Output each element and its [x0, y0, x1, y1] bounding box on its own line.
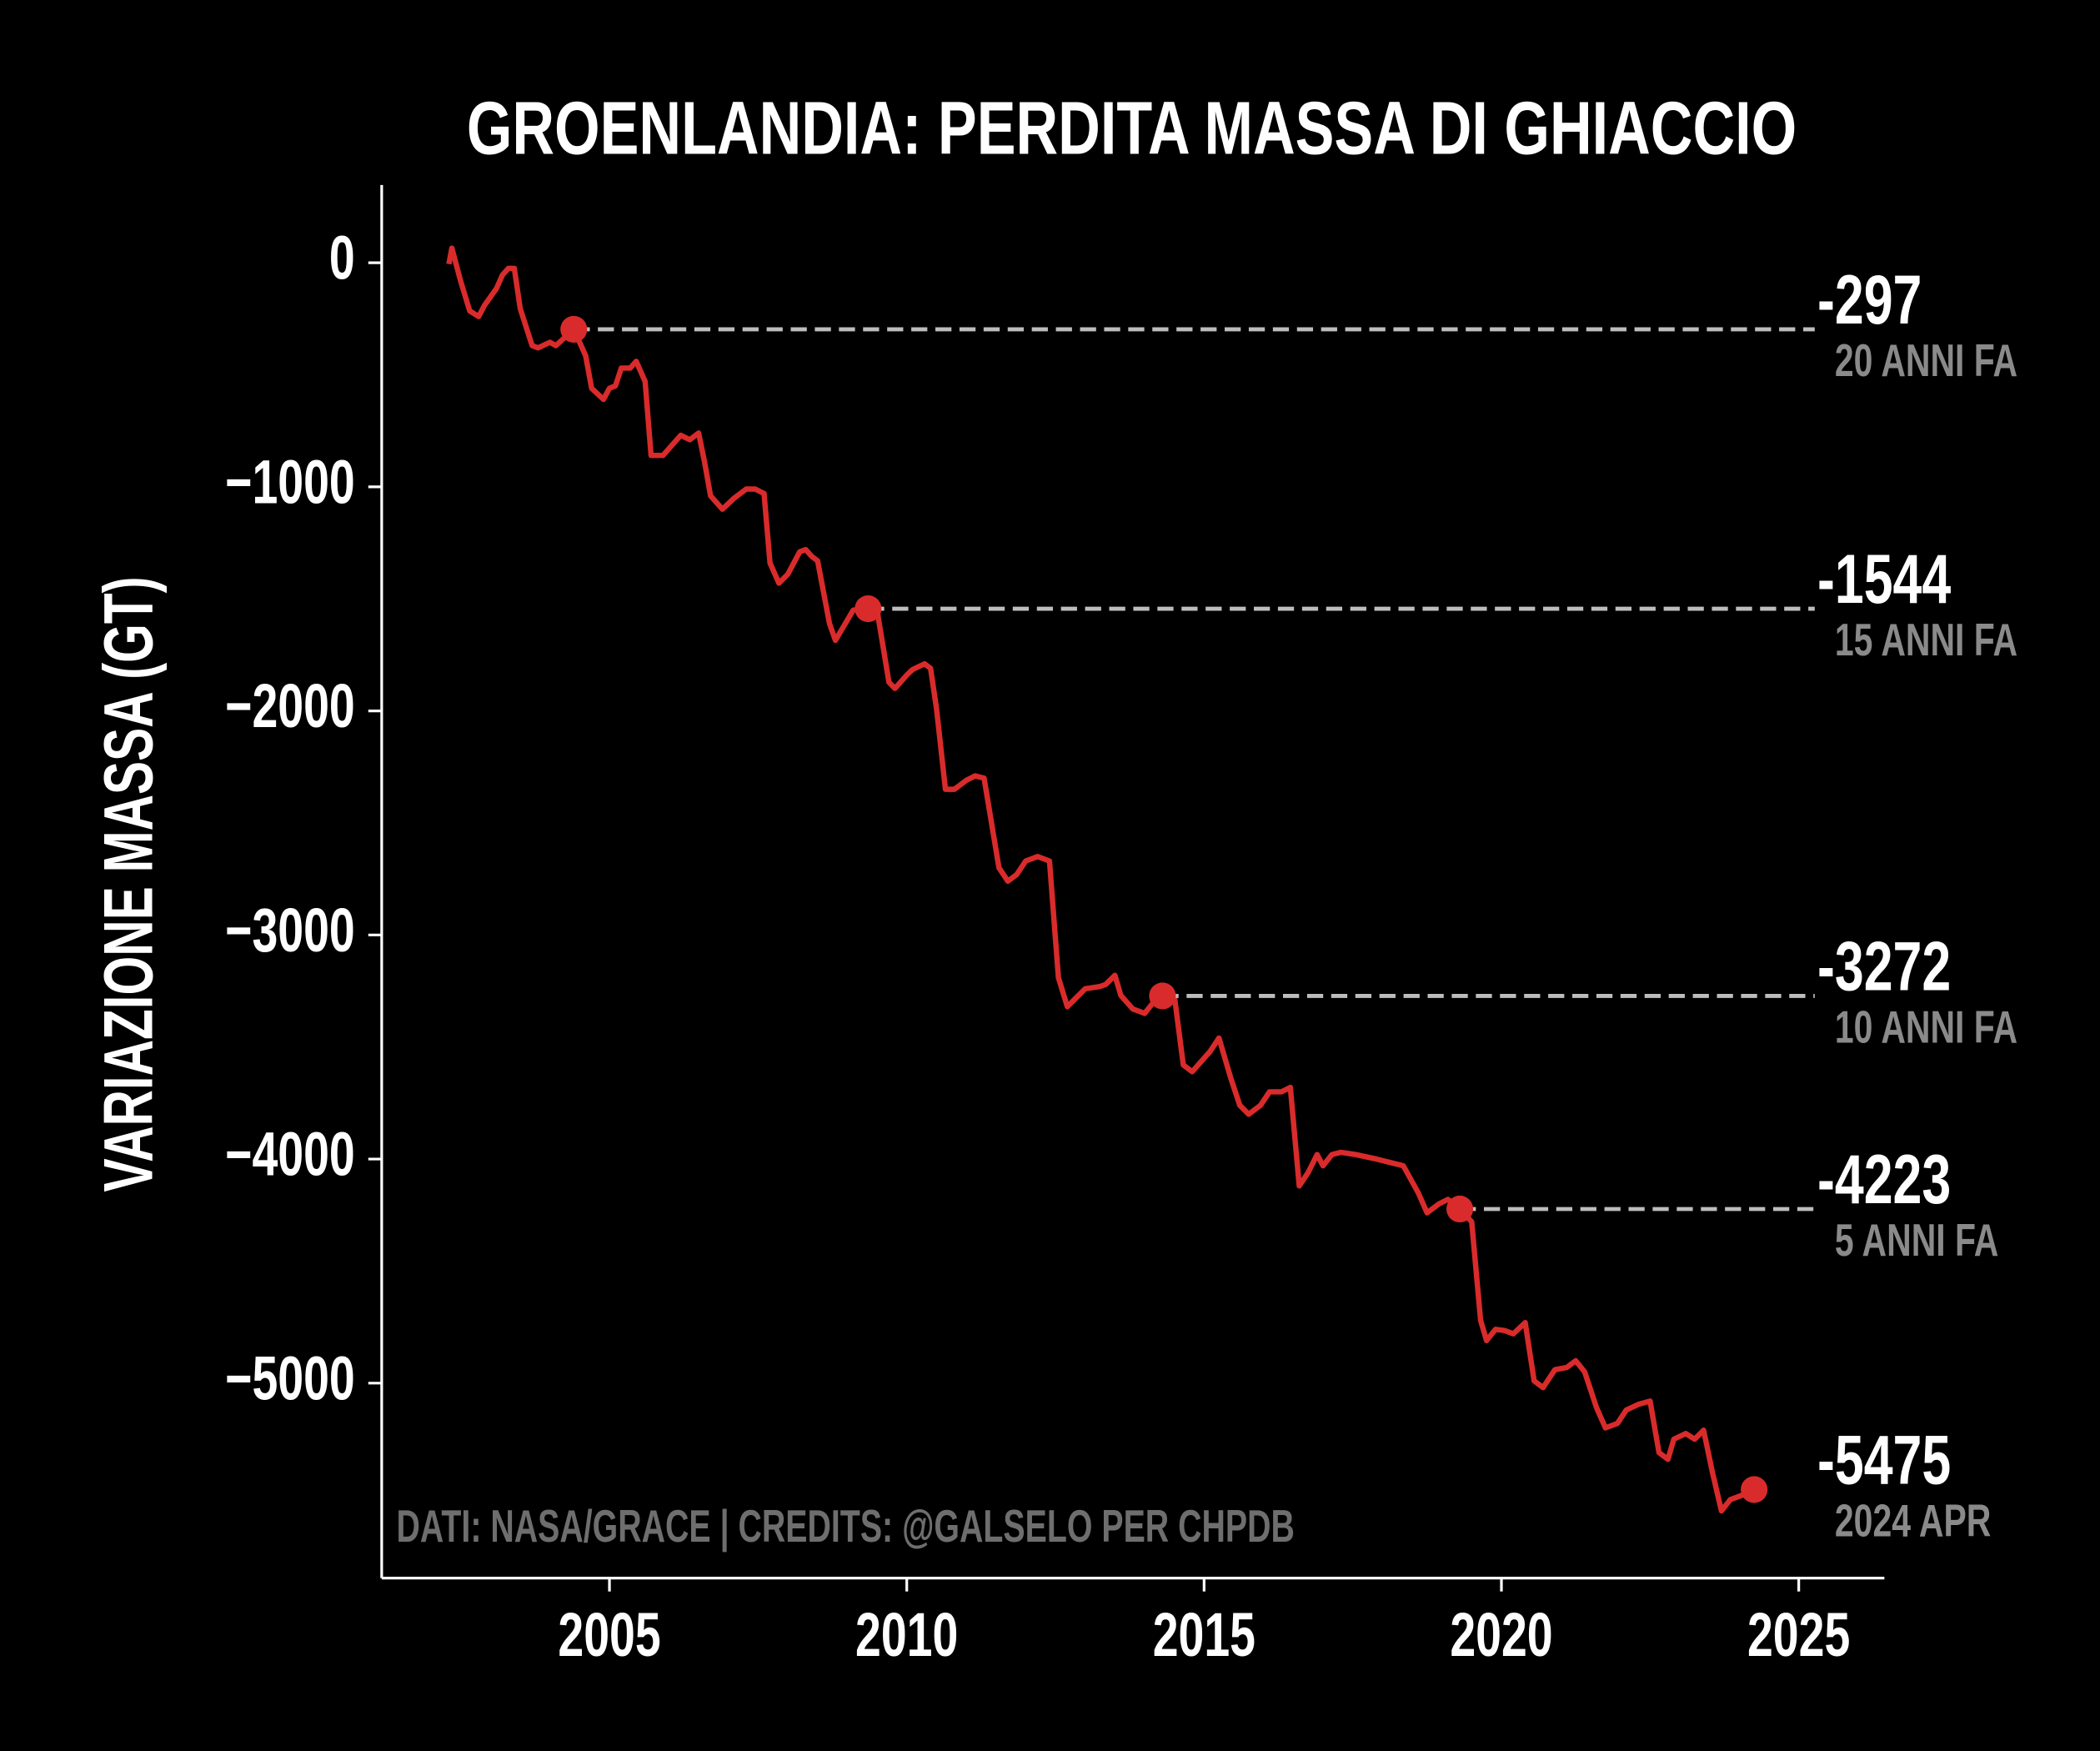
highlight-value: -1544 — [1817, 539, 1951, 618]
x-tick-label: 2020 — [1450, 1600, 1552, 1669]
highlight-value: -5475 — [1817, 1421, 1951, 1499]
source-note: DATI: NASA/GRACE | CREDITS: @GALSELO PER… — [397, 1502, 1295, 1553]
highlight-marker — [1149, 982, 1176, 1010]
y-tick-label: −5000 — [225, 1344, 355, 1413]
highlight-value: -3272 — [1817, 927, 1951, 1006]
x-tick-label: 2005 — [558, 1600, 660, 1669]
y-tick-label: −3000 — [225, 896, 355, 965]
highlight-marker — [855, 595, 882, 623]
highlight-label: 15 ANNI FA — [1835, 615, 2017, 666]
y-axis-label: VARIAZIONE MASSA (GT) — [90, 576, 168, 1192]
highlight-value: -4223 — [1817, 1140, 1951, 1218]
data-line — [446, 245, 1756, 1514]
chart-title: GROENLANDIA: PERDITA MASSA DI GHIACCIO — [467, 87, 1797, 170]
x-tick-label: 2010 — [855, 1600, 958, 1669]
y-tick-label: −1000 — [225, 448, 355, 517]
highlight-label: 2024 APR — [1835, 1496, 1991, 1547]
highlight-marker — [1741, 1476, 1768, 1503]
highlight-label: 20 ANNI FA — [1835, 335, 2017, 386]
highlight-label: 5 ANNI FA — [1835, 1216, 1998, 1267]
y-tick-label: −2000 — [225, 671, 355, 740]
highlight-label: 10 ANNI FA — [1835, 1002, 2017, 1053]
highlight-marker — [1446, 1195, 1474, 1223]
x-tick-label: 2015 — [1153, 1600, 1255, 1669]
y-tick-label: 0 — [329, 223, 355, 293]
highlight-marker — [560, 315, 588, 343]
y-tick-label: −4000 — [225, 1120, 355, 1189]
x-tick-label: 2025 — [1747, 1600, 1850, 1669]
highlight-value: -297 — [1817, 260, 1922, 339]
